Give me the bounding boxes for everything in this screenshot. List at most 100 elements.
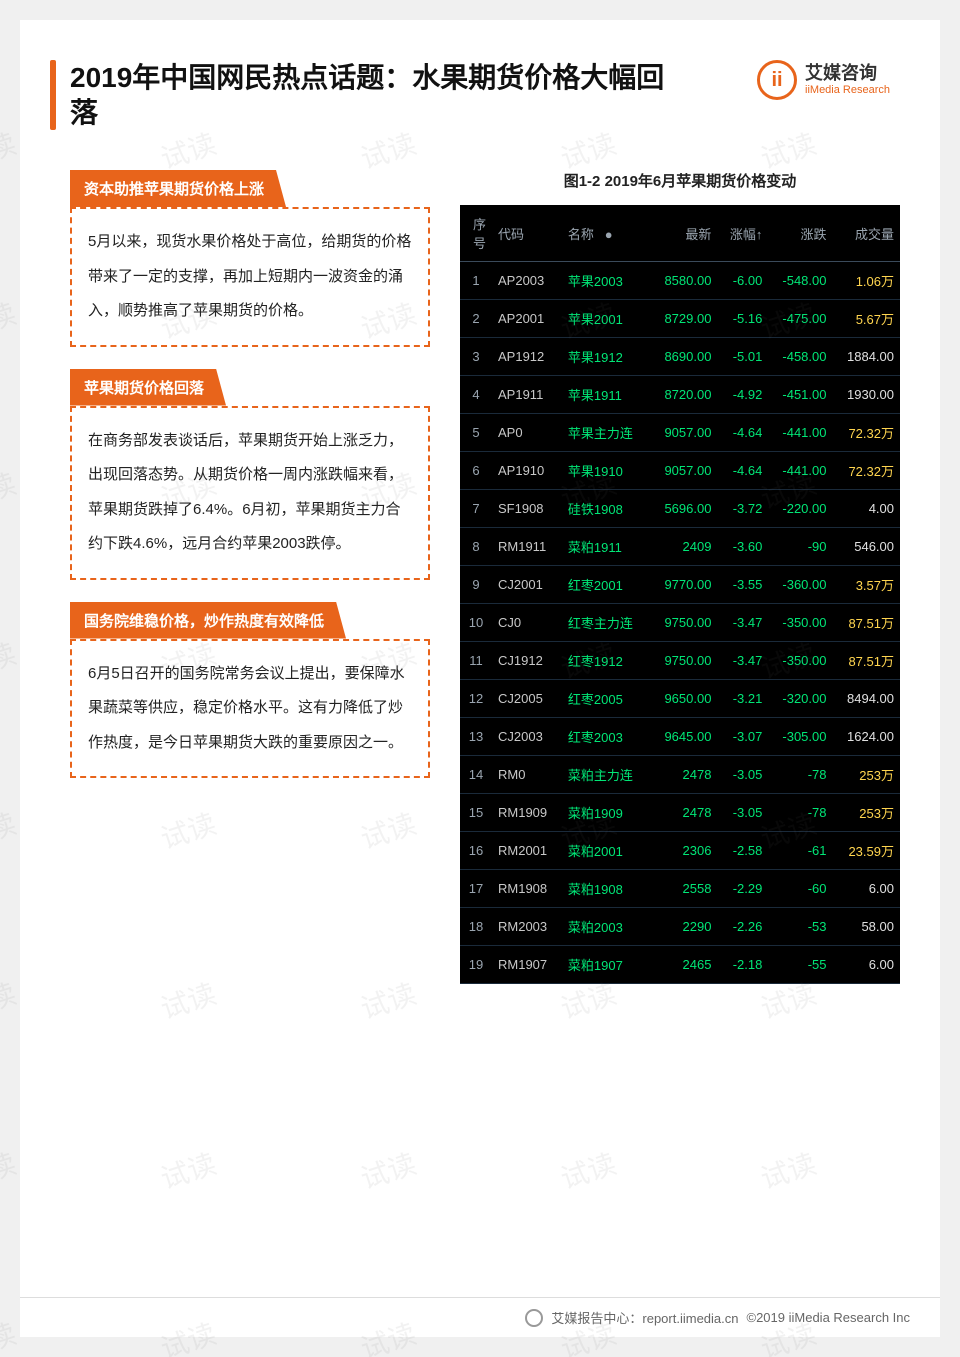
slide-footer: 艾媒报告中心：report.iimedia.cn ©2019 iiMedia R…: [20, 1297, 940, 1337]
cell-vol: 1884.00: [832, 338, 900, 376]
info-box-text: 6月5日召开的国务院常务会议上提出，要保障水果蔬菜等供应，稳定价格水平。这有力降…: [88, 657, 412, 761]
cell-chg: -320.00: [768, 680, 832, 718]
cell-code: SF1908: [492, 490, 562, 528]
table-row: 15RM1909菜粕19092478-3.05-78253万: [460, 794, 900, 832]
cell-latest: 8720.00: [650, 376, 717, 414]
col-pct: 涨幅↑: [717, 205, 768, 262]
cell-latest: 2478: [650, 794, 717, 832]
cell-name: 苹果2001: [562, 300, 650, 338]
cell-code: RM2001: [492, 832, 562, 870]
cell-vol: 253万: [832, 794, 900, 832]
cell-latest: 8729.00: [650, 300, 717, 338]
cell-code: RM1907: [492, 946, 562, 984]
table-row: 14RM0菜粕主力连2478-3.05-78253万: [460, 756, 900, 794]
cell-name: 苹果2003: [562, 262, 650, 300]
table-row: 4AP1911苹果19118720.00-4.92-451.001930.00: [460, 376, 900, 414]
cell-pct: -3.07: [717, 718, 768, 756]
cell-chg: -220.00: [768, 490, 832, 528]
cell-name: 苹果1911: [562, 376, 650, 414]
cell-code: AP1912: [492, 338, 562, 376]
cell-chg: -78: [768, 756, 832, 794]
cell-chg: -350.00: [768, 604, 832, 642]
table-row: 17RM1908菜粕19082558-2.29-606.00: [460, 870, 900, 908]
watermark-text: 试读: [0, 802, 21, 857]
cell-code: AP1910: [492, 452, 562, 490]
cell-latest: 9645.00: [650, 718, 717, 756]
cell-vol: 546.00: [832, 528, 900, 566]
cell-seq: 14: [460, 756, 492, 794]
cell-code: CJ2005: [492, 680, 562, 718]
cell-latest: 2478: [650, 756, 717, 794]
slide-page: 2019年中国网民热点话题：水果期货价格大幅回落 ii 艾媒咨询 iiMedia…: [20, 20, 940, 1297]
table-row: 19RM1907菜粕19072465-2.18-556.00: [460, 946, 900, 984]
cell-code: RM1908: [492, 870, 562, 908]
brand-logo: ii 艾媒咨询 iiMedia Research: [757, 60, 890, 100]
cell-code: AP2001: [492, 300, 562, 338]
cell-name: 红枣2003: [562, 718, 650, 756]
cell-pct: -3.60: [717, 528, 768, 566]
watermark-text: 试读: [755, 0, 821, 8]
cell-name: 菜粕1908: [562, 870, 650, 908]
cell-code: CJ2001: [492, 566, 562, 604]
info-box-body: 5月以来，现货水果价格处于高位，给期货的价格带来了一定的支撑，再加上短期内一波资…: [70, 207, 430, 347]
cell-latest: 9057.00: [650, 414, 717, 452]
cell-latest: 2409: [650, 528, 717, 566]
col-name-label: 名称: [568, 227, 594, 242]
cell-latest: 5696.00: [650, 490, 717, 528]
cell-pct: -3.55: [717, 566, 768, 604]
cell-latest: 2290: [650, 908, 717, 946]
cell-vol: 72.32万: [832, 452, 900, 490]
cell-code: RM0: [492, 756, 562, 794]
cell-pct: -6.00: [717, 262, 768, 300]
cell-pct: -2.26: [717, 908, 768, 946]
info-box-3: 国务院维稳价格，炒作热度有效降低 6月5日召开的国务院常务会议上提出，要保障水果…: [70, 602, 430, 779]
cell-code: AP1911: [492, 376, 562, 414]
cell-latest: 2465: [650, 946, 717, 984]
cell-latest: 9750.00: [650, 642, 717, 680]
cell-seq: 8: [460, 528, 492, 566]
cell-pct: -2.18: [717, 946, 768, 984]
cell-pct: -3.47: [717, 604, 768, 642]
cell-seq: 3: [460, 338, 492, 376]
info-box-1: 资本助推苹果期货价格上涨 5月以来，现货水果价格处于高位，给期货的价格带来了一定…: [70, 170, 430, 347]
table-row: 8RM1911菜粕19112409-3.60-90546.00: [460, 528, 900, 566]
cell-code: CJ0: [492, 604, 562, 642]
cell-chg: -441.00: [768, 414, 832, 452]
cell-pct: -4.92: [717, 376, 768, 414]
cell-pct: -3.05: [717, 756, 768, 794]
cell-pct: -3.72: [717, 490, 768, 528]
cell-name: 硅铁1908: [562, 490, 650, 528]
cell-chg: -61: [768, 832, 832, 870]
cell-code: CJ2003: [492, 718, 562, 756]
cell-vol: 8494.00: [832, 680, 900, 718]
cell-chg: -451.00: [768, 376, 832, 414]
title-wrap: 2019年中国网民热点话题：水果期货价格大幅回落: [50, 60, 690, 130]
chart-title: 图1-2 2019年6月苹果期货价格变动: [460, 170, 900, 191]
table-row: 7SF1908硅铁19085696.00-3.72-220.004.00: [460, 490, 900, 528]
cell-name: 红枣2005: [562, 680, 650, 718]
cell-pct: -2.29: [717, 870, 768, 908]
cell-seq: 16: [460, 832, 492, 870]
cell-chg: -548.00: [768, 262, 832, 300]
cell-latest: 2558: [650, 870, 717, 908]
cell-name: 红枣1912: [562, 642, 650, 680]
cell-code: RM1911: [492, 528, 562, 566]
info-box-body: 在商务部发表谈话后，苹果期货开始上涨乏力，出现回落态势。从期货价格一周内涨跌幅来…: [70, 406, 430, 580]
watermark-text: 试读: [0, 972, 21, 1027]
cell-code: RM1909: [492, 794, 562, 832]
right-column: 图1-2 2019年6月苹果期货价格变动 序号 代码 名称 ● 最新 涨幅↑ 涨…: [460, 170, 900, 1277]
cell-name: 菜粕1911: [562, 528, 650, 566]
table-row: 11CJ1912红枣19129750.00-3.47-350.0087.51万: [460, 642, 900, 680]
watermark-text: 试读: [0, 462, 21, 517]
cell-seq: 10: [460, 604, 492, 642]
futures-table-head: 序号 代码 名称 ● 最新 涨幅↑ 涨跌 成交量: [460, 205, 900, 262]
info-box-title: 国务院维稳价格，炒作热度有效降低: [70, 602, 346, 639]
cell-code: AP0: [492, 414, 562, 452]
table-row: 6AP1910苹果19109057.00-4.64-441.0072.32万: [460, 452, 900, 490]
cell-seq: 7: [460, 490, 492, 528]
cell-vol: 1624.00: [832, 718, 900, 756]
cell-code: RM2003: [492, 908, 562, 946]
watermark-text: 试读: [155, 0, 221, 8]
cell-name: 菜粕2001: [562, 832, 650, 870]
cell-vol: 72.32万: [832, 414, 900, 452]
